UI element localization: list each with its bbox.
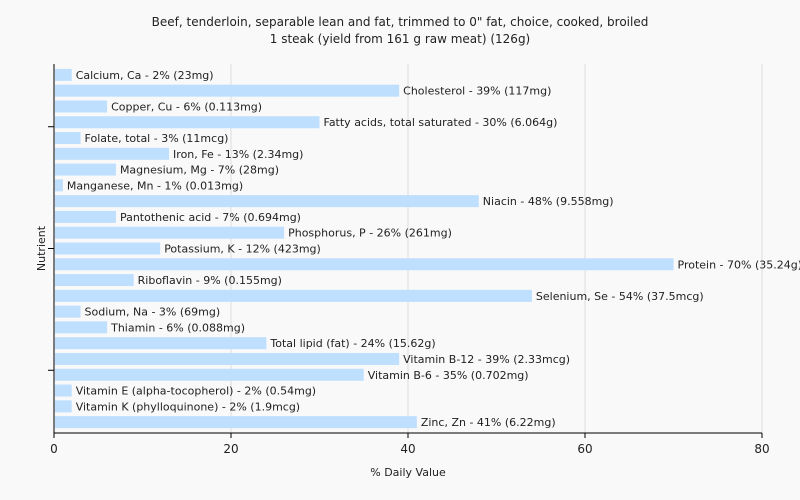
x-tick-label: 60 xyxy=(577,442,592,456)
x-axis-label: % Daily Value xyxy=(370,466,446,479)
bar xyxy=(55,352,400,365)
bar xyxy=(55,384,72,397)
x-tick-label: 40 xyxy=(400,442,415,456)
x-tick-label: 20 xyxy=(223,442,238,456)
bar-label: Pantothenic acid - 7% (0.694mg) xyxy=(120,211,301,224)
bar-label: Riboflavin - 9% (0.155mg) xyxy=(138,274,282,287)
bar xyxy=(55,226,285,239)
bar xyxy=(55,289,532,302)
bar xyxy=(55,368,364,381)
bar xyxy=(55,68,72,81)
bar-label: Protein - 70% (35.24g) xyxy=(678,258,800,271)
bar-label: Cholesterol - 39% (117mg) xyxy=(403,85,551,98)
bar xyxy=(55,132,81,145)
bar xyxy=(55,242,161,255)
bar xyxy=(55,337,267,350)
bar-label: Niacin - 48% (9.558mg) xyxy=(483,195,614,208)
bar xyxy=(55,258,674,271)
bar-label: Magnesium, Mg - 7% (28mg) xyxy=(120,164,279,177)
bar xyxy=(55,195,479,208)
bar-label: Potassium, K - 12% (423mg) xyxy=(164,243,321,256)
bar xyxy=(55,305,81,318)
bar-label: Total lipid (fat) - 24% (15.62g) xyxy=(269,337,435,350)
bar xyxy=(55,416,417,429)
bar-label: Calcium, Ca - 2% (23mg) xyxy=(76,69,214,82)
bar-label: Thiamin - 6% (0.088mg) xyxy=(110,321,245,334)
x-tick-label: 80 xyxy=(754,442,769,456)
y-axis-label: Nutrient xyxy=(35,225,48,271)
bar xyxy=(55,274,134,287)
bar-label: Manganese, Mn - 1% (0.013mg) xyxy=(67,179,243,192)
bar-label: Vitamin B-6 - 35% (0.702mg) xyxy=(368,369,529,382)
bar xyxy=(55,400,72,413)
bar-label: Zinc, Zn - 41% (6.22mg) xyxy=(421,416,556,429)
bar xyxy=(55,321,108,334)
chart-subtitle: 1 steak (yield from 161 g raw meat) (126… xyxy=(269,32,531,46)
bar xyxy=(55,100,108,113)
bar xyxy=(55,116,320,129)
bar-label: Vitamin K (phylloquinone) - 2% (1.9mcg) xyxy=(76,400,300,413)
bar-label: Copper, Cu - 6% (0.113mg) xyxy=(111,100,262,113)
bar-label: Iron, Fe - 13% (2.34mg) xyxy=(173,148,303,161)
bar xyxy=(55,147,170,160)
bar-label: Fatty acids, total saturated - 30% (6.06… xyxy=(324,116,558,129)
bar-label: Sodium, Na - 3% (69mg) xyxy=(85,306,221,319)
bar xyxy=(55,163,116,176)
bar-label: Vitamin E (alpha-tocopherol) - 2% (0.54m… xyxy=(76,385,316,398)
bar xyxy=(55,179,63,192)
bar xyxy=(55,84,400,97)
x-tick-label: 0 xyxy=(50,442,58,456)
chart-title: Beef, tenderloin, separable lean and fat… xyxy=(151,15,649,29)
bar-label: Selenium, Se - 54% (37.5mcg) xyxy=(536,290,704,303)
bar-label: Folate, total - 3% (11mcg) xyxy=(85,132,229,145)
bar-label: Phosphorus, P - 26% (261mg) xyxy=(288,227,452,240)
bar-label: Vitamin B-12 - 39% (2.33mcg) xyxy=(403,353,570,366)
bar xyxy=(55,210,116,223)
